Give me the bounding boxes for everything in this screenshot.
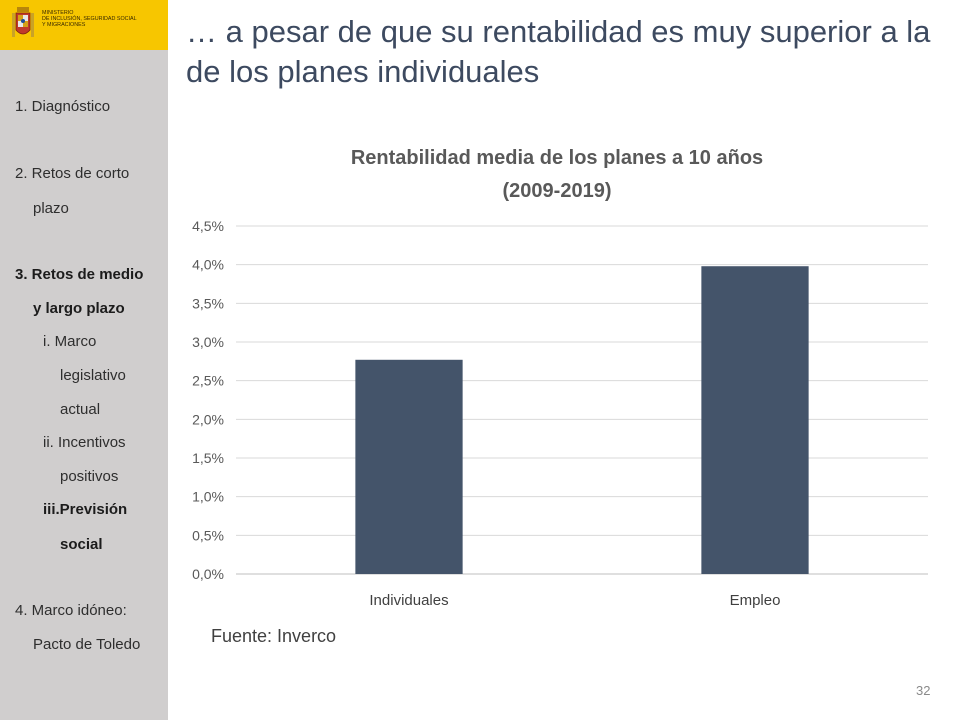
source-note: Fuente: Inverco (211, 626, 337, 646)
x-tick-label: Individuales (369, 592, 448, 609)
nav-subitem-marco: i. Marco (43, 333, 97, 350)
y-tick-label: 0,5% (192, 527, 224, 543)
bar-empleo (701, 266, 809, 574)
nav-item-retos-corto: 2. Retos de corto (15, 165, 130, 182)
chart-title-line-2: (2009-2019) (503, 180, 612, 202)
slide-title: … a pesar de que su rentabilidad es muy … (186, 14, 931, 89)
ministry-name: MINISTERIO DE INCLUSIÓN, SEGURIDAD SOCIA… (42, 10, 137, 29)
nav-subitem-prevision-cont: social (60, 536, 103, 553)
nav-subitem-marco-cont-1: legislativo (60, 367, 126, 384)
bar-individuales (355, 359, 463, 574)
chart-title-line-1: Rentabilidad media de los planes a 10 añ… (351, 147, 763, 169)
nav-item-diagnostico: 1. Diagnóstico (15, 98, 111, 115)
ministry-logo: MINISTERIO DE INCLUSIÓN, SEGURIDAD SOCIA… (0, 0, 168, 50)
x-tick-label: Empleo (730, 592, 781, 609)
nav-subitem-prevision: iii.Previsión (43, 501, 128, 518)
nav-item-retos-medio: 3. Retos de medio (15, 266, 144, 283)
nav-item-marco-idoneo: 4. Marco idóneo: (15, 602, 127, 619)
y-tick-label: 2,0% (192, 411, 224, 427)
page-number: 32 (916, 683, 931, 698)
nav-item-retos-corto-cont: plazo (33, 200, 69, 217)
y-tick-label: 1,5% (192, 450, 224, 466)
y-tick-label: 2,5% (192, 373, 224, 389)
bar-chart: Rentabilidad media de los planes a 10 añ… (192, 147, 928, 609)
nav-item-marco-idoneo-cont: Pacto de Toledo (33, 636, 141, 653)
nav-subitem-marco-cont-2: actual (60, 401, 101, 418)
y-tick-label: 1,0% (192, 489, 224, 505)
y-tick-label: 3,0% (192, 334, 224, 350)
sidebar: MINISTERIO DE INCLUSIÓN, SEGURIDAD SOCIA… (0, 0, 168, 720)
nav-subitem-incentivos: ii. Incentivos (43, 434, 126, 451)
y-tick-label: 4,0% (192, 257, 224, 273)
y-tick-label: 3,5% (192, 295, 224, 311)
y-tick-label: 4,5% (192, 218, 224, 234)
nav-subitem-incentivos-cont: positivos (60, 468, 119, 485)
nav-item-retos-medio-cont: y largo plazo (33, 300, 125, 317)
coat-of-arms-icon (12, 7, 34, 37)
y-tick-label: 0,0% (192, 566, 224, 582)
